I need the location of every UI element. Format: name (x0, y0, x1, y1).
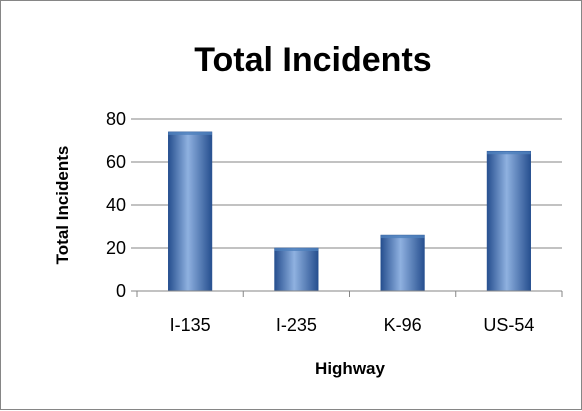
bar-us-54 (486, 150, 531, 292)
bar-top-highlight (380, 235, 425, 239)
chart-title: Total Incidents (194, 41, 431, 79)
bars (168, 131, 531, 292)
x-tick-label: K-96 (384, 315, 422, 335)
x-tick-label: I-235 (276, 315, 317, 335)
bar-top-highlight (274, 248, 319, 251)
y-axis-ticks: 0 20 40 60 80 (106, 109, 137, 301)
x-tick-label: US-54 (483, 315, 534, 335)
y-tick-label: 40 (106, 195, 126, 215)
x-axis-ticks: I-135 I-235 K-96 US-54 (136, 291, 563, 335)
x-tick-label: I-135 (170, 315, 211, 335)
x-axis-title: Highway (315, 359, 385, 378)
bar-top-highlight (168, 131, 212, 135)
y-axis-title: Total Incidents (53, 146, 72, 265)
bar-k-96 (380, 234, 425, 292)
y-tick-label: 20 (106, 238, 126, 258)
bar-i-235 (274, 247, 319, 292)
y-tick-label: 0 (116, 281, 126, 301)
y-tick-label: 80 (106, 109, 126, 129)
bar-top-highlight (487, 151, 531, 155)
y-tick-label: 60 (106, 152, 126, 172)
bar-i-135 (168, 131, 213, 292)
